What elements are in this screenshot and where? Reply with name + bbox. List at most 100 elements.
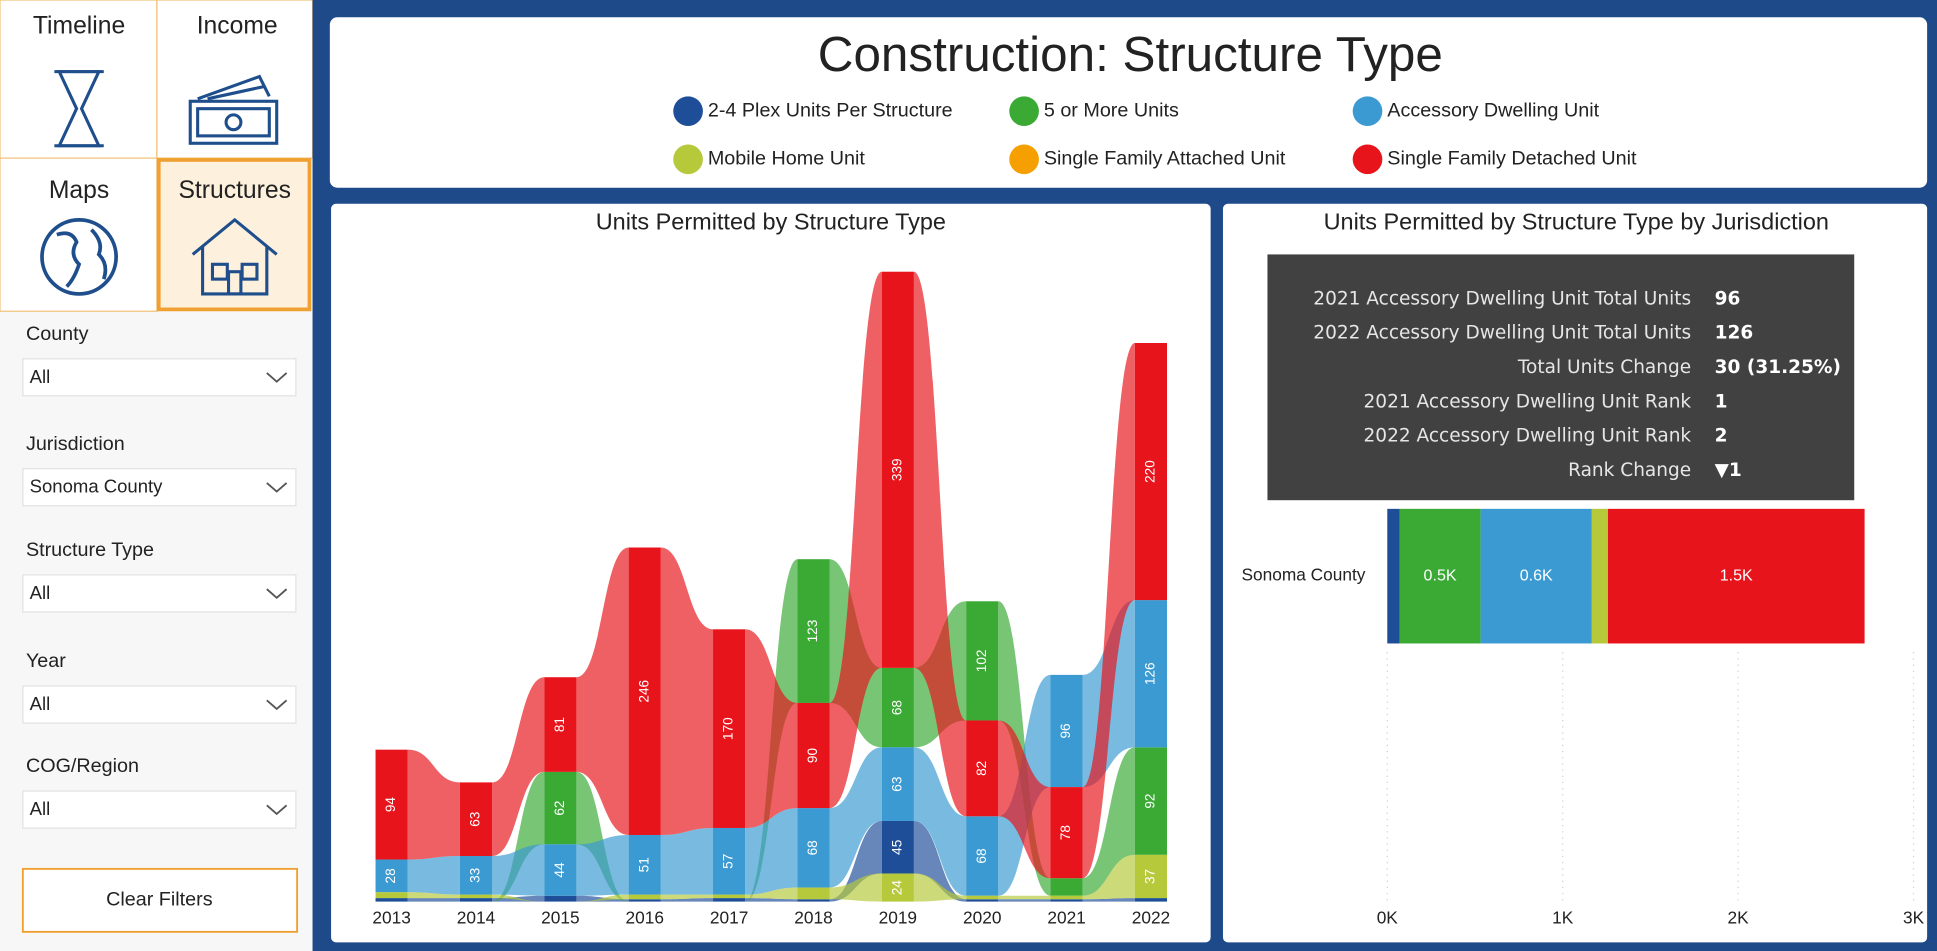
data-label: 45	[889, 840, 904, 855]
data-label: 123	[805, 620, 820, 643]
x-tick-label: 0K	[1377, 907, 1399, 927]
ribbon-column	[628, 834, 661, 895]
data-label: 81	[552, 717, 567, 732]
data-label: 28	[383, 868, 398, 883]
ribbon-column	[881, 667, 914, 748]
house-icon	[191, 217, 278, 296]
filter-label: COG/Region	[26, 755, 139, 777]
nav-label[interactable]: Structures	[178, 177, 291, 204]
legend-label: Single Family Attached Unit	[1044, 148, 1286, 170]
ribbon-column	[797, 559, 830, 703]
data-label: 90	[805, 748, 820, 764]
ribbon	[745, 887, 798, 900]
ribbon-column	[966, 601, 999, 721]
nav-label[interactable]: Maps	[49, 177, 109, 204]
ribbon-column	[544, 895, 577, 902]
tooltip-value: 2	[1715, 426, 1728, 447]
ribbon-column	[459, 782, 493, 857]
chart-title: Units Permitted by Structure Type by Jur…	[1324, 209, 1829, 235]
x-tick-label: 1K	[1552, 907, 1574, 927]
x-tick-label: 2022	[1132, 907, 1170, 927]
ribbon-column	[628, 899, 661, 902]
ribbon-column	[881, 873, 914, 902]
dropdown-value[interactable]: All	[30, 693, 51, 714]
dropdown-value[interactable]: Sonoma County	[30, 476, 164, 497]
ribbon	[407, 856, 460, 895]
ribbon	[492, 844, 545, 896]
ribbon-column	[628, 547, 661, 835]
ribbon-column	[375, 859, 408, 893]
ribbon	[1082, 342, 1135, 879]
ribbon	[492, 771, 545, 902]
bar-segment	[1480, 508, 1592, 644]
ribbon-column	[1050, 899, 1083, 902]
ribbon	[576, 894, 629, 902]
tooltip-label: 2021 Accessory Dwelling Unit Total Units	[1313, 288, 1691, 309]
filters: County All Jurisdiction Sonoma County Struct…	[22, 323, 297, 829]
ribbon	[913, 873, 967, 902]
ribbon-column	[1134, 898, 1168, 902]
legend-swatch	[1009, 144, 1039, 175]
dropdown[interactable]	[22, 790, 297, 829]
dropdown[interactable]	[22, 468, 297, 507]
ribbon-column	[1050, 878, 1083, 896]
dropdown[interactable]	[22, 685, 297, 724]
tooltip-value: 1	[1715, 391, 1728, 412]
ribbon	[745, 629, 798, 828]
nav-tile-active[interactable]	[156, 158, 312, 312]
ribbon-column	[713, 827, 746, 895]
chevron	[266, 588, 288, 600]
legend-swatch	[1352, 144, 1383, 175]
tooltip: 2021 Accessory Dwelling Unit Total Units…	[1267, 254, 1855, 501]
ribbon-column	[544, 844, 577, 896]
nav-label[interactable]: Income	[197, 13, 278, 40]
ribbon	[913, 820, 967, 902]
data-label: 57	[721, 854, 736, 869]
globe-icon	[40, 217, 118, 296]
ribbon-column	[1134, 600, 1168, 748]
dropdown-value[interactable]: All	[30, 582, 51, 603]
tooltip-label: Rank Change	[1568, 460, 1691, 481]
tooltip-label: 2022 Accessory Dwelling Unit Total Units	[1313, 323, 1691, 344]
ribbon-column	[628, 894, 661, 900]
nav-tile[interactable]	[0, 0, 158, 159]
dropdown-value[interactable]: All	[30, 366, 51, 387]
chevron	[266, 482, 288, 493]
bar-segment	[1607, 508, 1865, 644]
ribbon	[1082, 854, 1135, 900]
x-tick-label: 3K	[1903, 907, 1925, 927]
ribbon-column	[459, 894, 493, 899]
ribbon	[492, 894, 545, 902]
filter-label: Structure Type	[26, 539, 154, 561]
dropdown[interactable]	[22, 574, 297, 613]
tooltip-box	[1267, 254, 1855, 501]
ribbon	[660, 894, 714, 900]
data-label: 37	[1143, 869, 1158, 884]
chevron	[266, 699, 288, 711]
ribbon	[576, 834, 629, 896]
ribbon	[829, 820, 882, 902]
legend-label: Single Family Detached Unit	[1387, 148, 1637, 170]
tooltip-value: 96	[1715, 288, 1741, 309]
tooltip-value: ▼1	[1715, 460, 1742, 481]
tooltip-label: Total Units Change	[1517, 357, 1691, 378]
dropdown[interactable]	[22, 358, 297, 397]
clear-filters-button[interactable]	[21, 867, 299, 933]
data-label: 339	[889, 458, 904, 481]
nav-label[interactable]: Timeline	[33, 13, 125, 40]
ribbon	[660, 827, 714, 895]
button-label[interactable]: Clear Filters	[106, 889, 213, 911]
ribbon	[1082, 747, 1135, 896]
ribbon	[492, 677, 545, 857]
data-label: 68	[974, 848, 989, 863]
ribbon-column	[1050, 787, 1083, 879]
ribbon-column	[881, 271, 914, 668]
data-label: 44	[552, 862, 567, 878]
legend-label: Mobile Home Unit	[708, 148, 865, 170]
dropdown-value[interactable]: All	[30, 798, 51, 819]
tooltip-label: 2021 Accessory Dwelling Unit Rank	[1364, 391, 1692, 412]
ribbon-column	[713, 894, 746, 899]
ribbon-column	[797, 899, 830, 902]
x-tick-label: 2020	[963, 907, 1001, 927]
